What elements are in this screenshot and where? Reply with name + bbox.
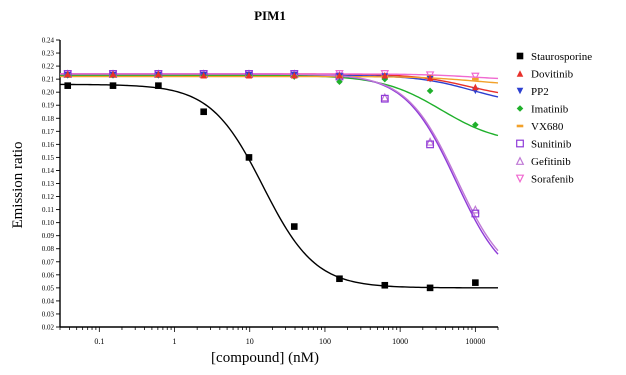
data-point-staurosporine <box>200 108 207 116</box>
data-point-dovitinib <box>200 71 207 79</box>
data-point-dovitinib <box>426 74 434 82</box>
fit-curve-sunitinib <box>60 73 499 255</box>
data-point-gefitinib <box>425 137 435 146</box>
data-points <box>63 69 480 292</box>
data-point-gefitinib <box>380 92 390 102</box>
data-point-dovitinib <box>155 70 162 78</box>
data-point-dovitinib <box>336 71 343 79</box>
data-point-imatinib <box>472 121 479 129</box>
legend-marker-imatinib <box>516 105 524 112</box>
data-point-staurosporine <box>336 275 343 283</box>
data-point-sorafenib <box>471 72 480 82</box>
y-tick-label: 0.12 <box>42 193 55 201</box>
data-point-dovitinib <box>64 70 72 78</box>
y-tick-label: 0.06 <box>42 271 55 279</box>
y-tick-label: 0.14 <box>42 167 55 175</box>
y-tick-label: 0.09 <box>42 232 55 240</box>
data-point-staurosporine <box>64 82 72 89</box>
y-tick-label: 0.03 <box>42 310 55 318</box>
x-tick-label: 1000 <box>392 337 408 346</box>
y-tick-label: 0.17 <box>42 128 55 136</box>
y-tick-label: 0.04 <box>42 297 55 305</box>
data-point-staurosporine <box>290 223 298 230</box>
data-point-vx680 <box>472 77 479 81</box>
legend-label: Gefitinib <box>531 156 571 168</box>
x-axis-label: [compound] (nM) <box>211 350 319 366</box>
y-axis-label: Emission ratio <box>10 141 26 228</box>
data-point-staurosporine <box>245 154 253 161</box>
legend-marker-sunitinib <box>516 139 524 148</box>
x-tick-label: 10000 <box>465 337 485 346</box>
legend-label: PP2 <box>531 86 549 98</box>
y-tick-label: 0.11 <box>42 206 54 214</box>
legend-marker-vx680 <box>516 124 524 128</box>
y-tick-label: 0.13 <box>42 180 55 188</box>
y-tick-label: 0.02 <box>42 324 55 332</box>
legend-label: Sunitinib <box>531 139 572 151</box>
data-point-gefitinib <box>471 204 480 214</box>
legend-marker-dovitinib <box>516 70 524 77</box>
data-point-staurosporine <box>155 82 162 89</box>
y-tick-label: 0.10 <box>42 219 55 227</box>
y-tick-label: 0.15 <box>42 154 55 162</box>
y-tick-label: 0.20 <box>42 89 55 97</box>
fit-curve-imatinib <box>60 74 499 137</box>
x-tick-label: 1 <box>173 337 177 346</box>
fit-curves <box>59 73 499 289</box>
axes: 0.020.030.040.050.060.070.080.090.100.11… <box>42 37 499 346</box>
data-point-imatinib <box>336 78 343 86</box>
y-tick-label: 0.16 <box>42 141 55 149</box>
y-tick-label: 0.23 <box>42 50 55 58</box>
fit-curve-vx680 <box>60 75 499 84</box>
y-tick-label: 0.22 <box>42 63 55 71</box>
data-point-dovitinib <box>381 71 389 79</box>
data-point-sunitinib <box>471 209 480 218</box>
data-point-dovitinib <box>472 83 479 91</box>
data-point-dovitinib <box>245 71 253 79</box>
y-tick-label: 0.21 <box>42 76 55 84</box>
fit-curve-staurosporine <box>59 83 498 289</box>
y-tick-label: 0.24 <box>42 37 55 45</box>
legend: Staurosporine Dovitinib PP2 Imatinib VX680 Su… <box>515 51 592 186</box>
legend-marker-pp2 <box>516 87 524 95</box>
data-point-dovitinib <box>109 70 117 78</box>
y-tick-label: 0.07 <box>42 258 55 266</box>
data-point-staurosporine <box>472 279 479 286</box>
legend-label: Staurosporine <box>531 51 592 63</box>
legend-label: Sorafenib <box>531 174 574 186</box>
legend-label: VX680 <box>531 121 564 133</box>
legend-label: Dovitinib <box>531 69 574 81</box>
data-point-imatinib <box>426 87 434 95</box>
data-point-staurosporine <box>381 281 389 289</box>
x-tick-label: 100 <box>319 337 331 346</box>
y-tick-label: 0.05 <box>42 284 55 292</box>
fit-curve-sorafenib <box>60 73 499 80</box>
legend-marker-gefitinib <box>515 156 525 165</box>
y-tick-label: 0.08 <box>42 245 55 253</box>
data-point-sunitinib <box>426 140 434 149</box>
x-tick-label: 0.1 <box>94 337 104 346</box>
legend-label: Imatinib <box>531 104 569 116</box>
chart-title: PIM1 <box>254 8 286 23</box>
data-point-sorafenib <box>425 71 435 80</box>
y-tick-label: 0.18 <box>42 115 55 123</box>
data-point-staurosporine <box>109 82 117 89</box>
data-point-dovitinib <box>290 71 298 79</box>
legend-marker-sorafenib <box>515 174 525 184</box>
fit-curve-gefitinib <box>60 73 499 252</box>
data-point-sunitinib <box>380 94 389 103</box>
legend-marker-staurosporine <box>516 52 524 60</box>
x-tick-label: 10 <box>246 337 254 346</box>
data-point-staurosporine <box>426 284 434 292</box>
y-tick-label: 0.19 <box>42 102 55 110</box>
